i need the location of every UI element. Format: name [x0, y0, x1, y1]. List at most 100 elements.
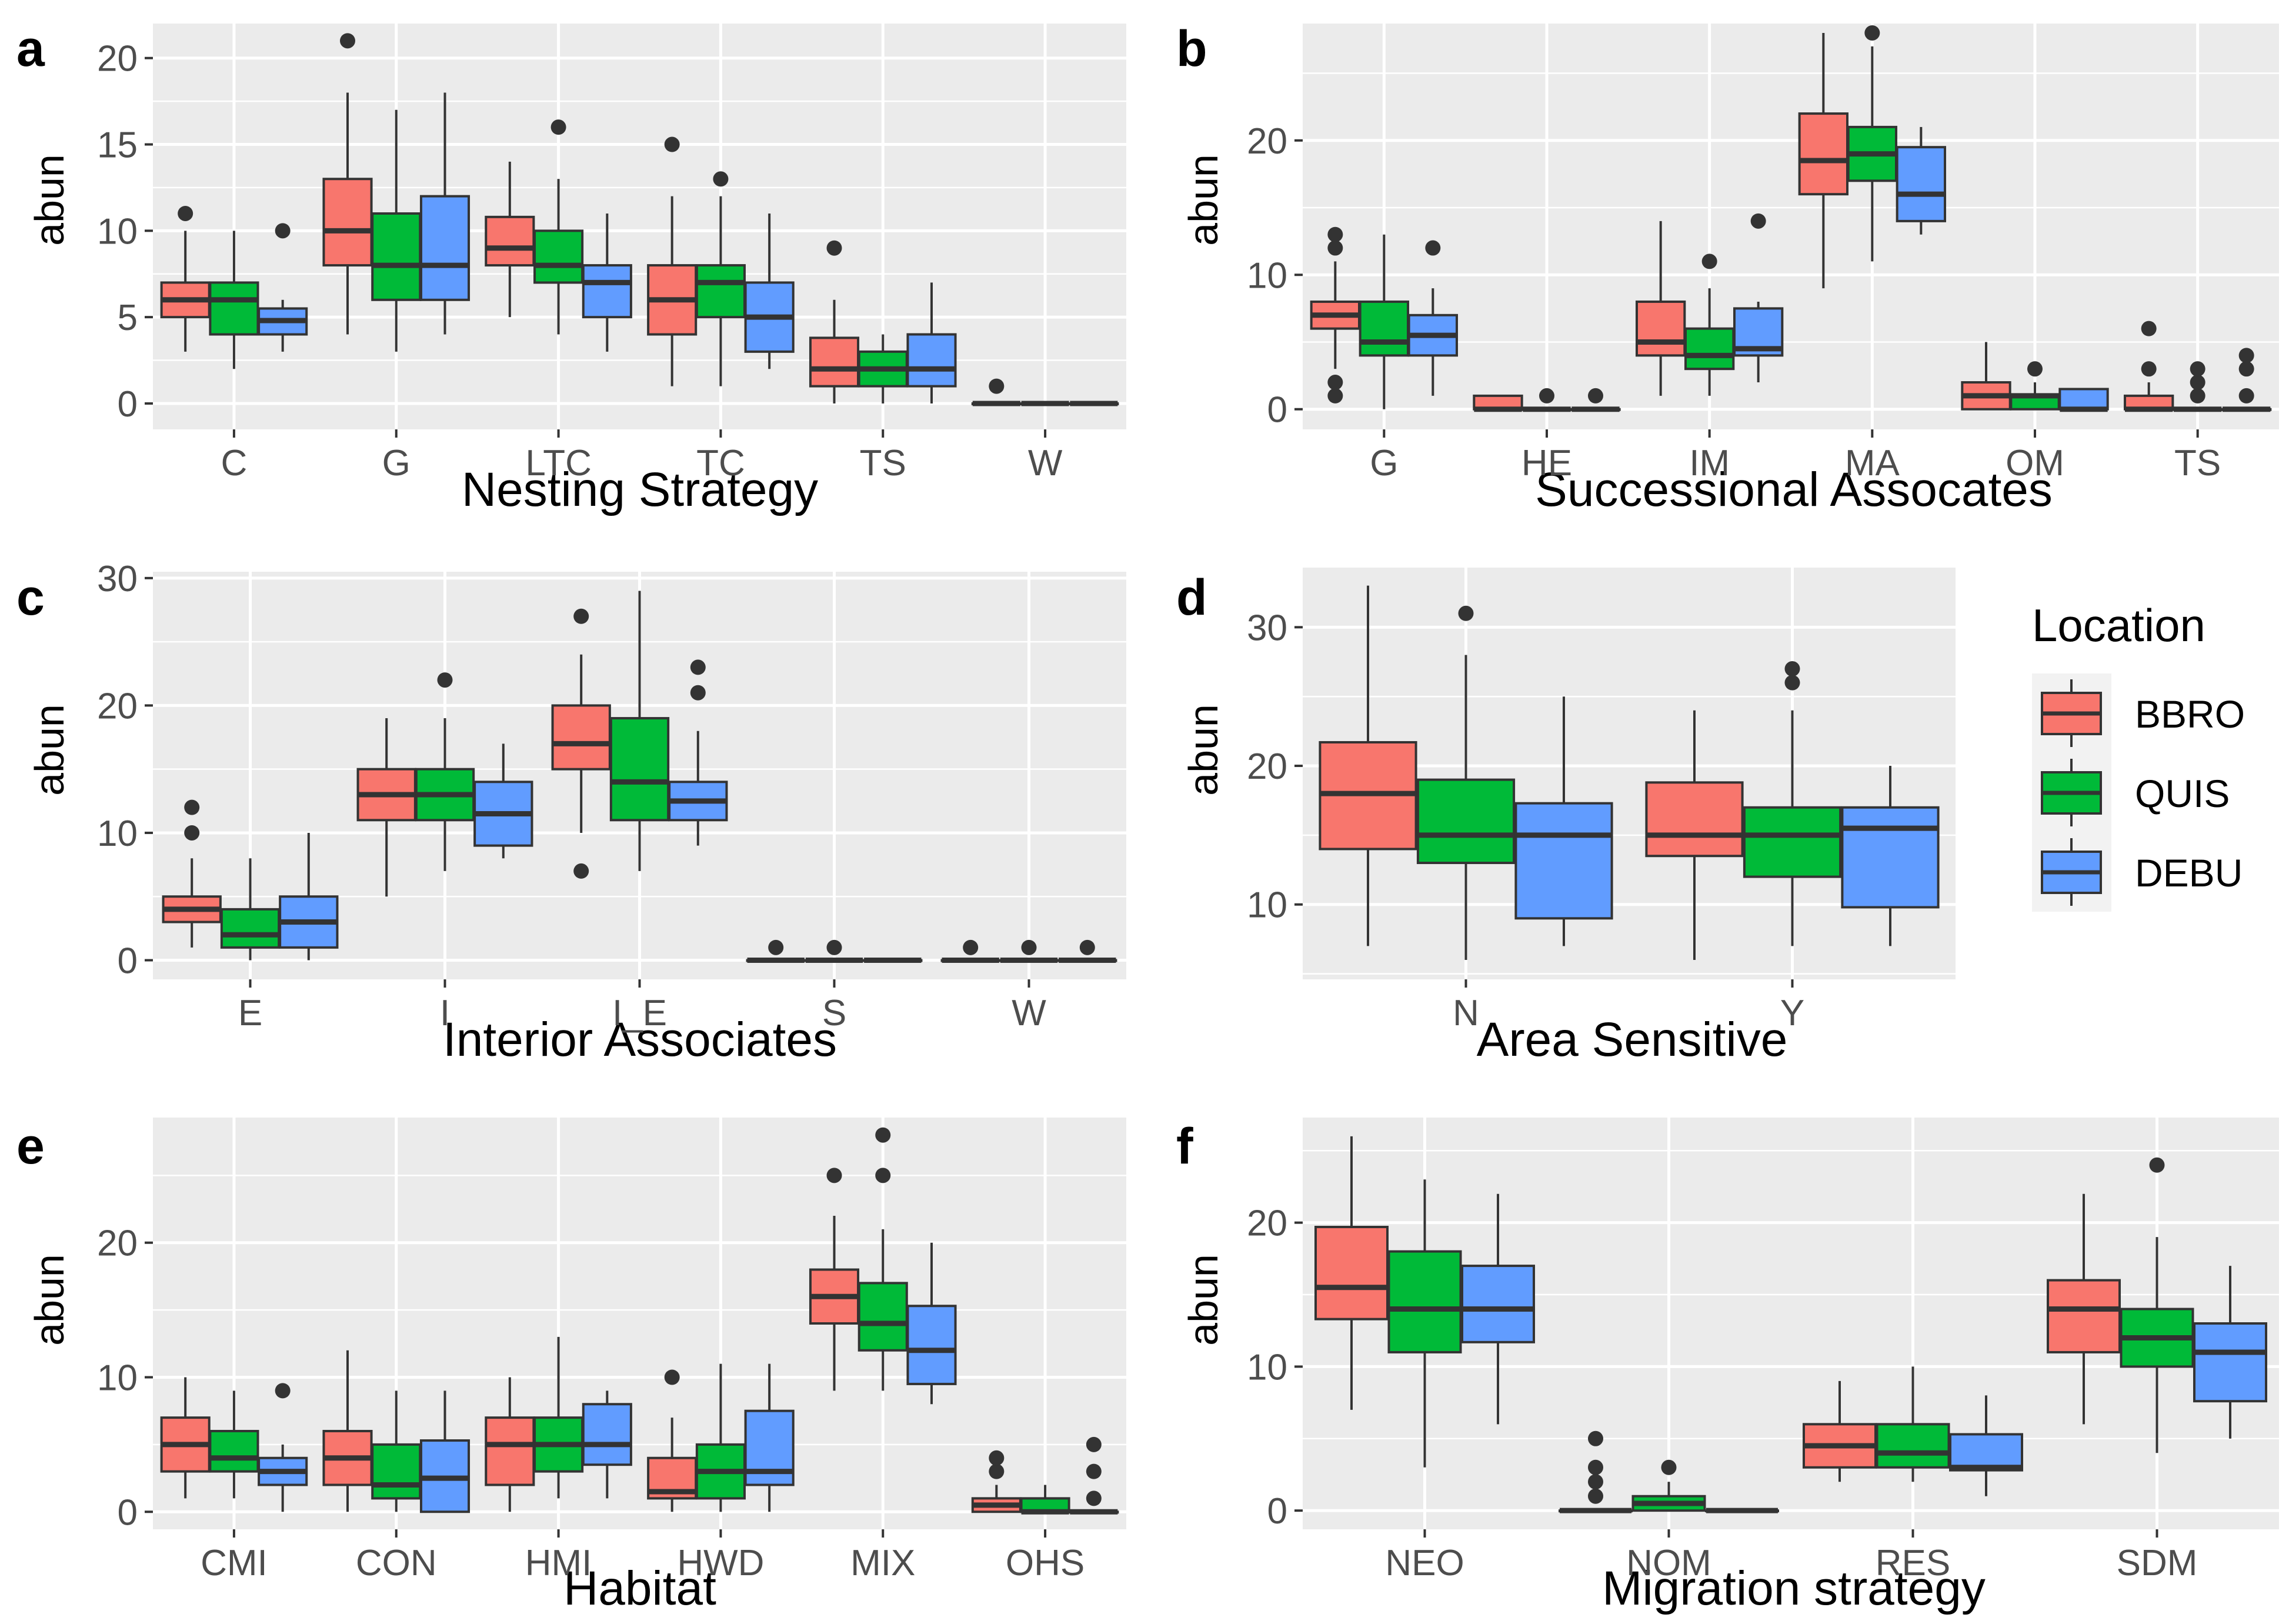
- y-tick-label-d: 10: [1247, 885, 1287, 926]
- outlier-point: [275, 1383, 291, 1399]
- outlier-point: [1086, 1490, 1102, 1506]
- box-e-hmi-quis: [533, 1336, 584, 1499]
- iqr-box: [1387, 1250, 1462, 1353]
- xlabel-b: Successional Assocates: [1535, 463, 2053, 516]
- box-c-s-bbro: [746, 939, 806, 963]
- outlier-point: [690, 685, 706, 701]
- box-c-i_e-debu: [668, 659, 728, 846]
- box-f-res-debu: [1948, 1395, 2024, 1496]
- iqr-box: [1635, 300, 1686, 357]
- y-tick-label-e: 20: [97, 1223, 138, 1264]
- xlabel-a: Nesting Strategy: [462, 463, 818, 516]
- box-a-c-quis: [209, 231, 259, 369]
- box-f-nom-quis: [1631, 1459, 1706, 1512]
- iqr-box: [1948, 1433, 2024, 1472]
- box-a-ltc-debu: [582, 213, 632, 352]
- outlier-point: [2238, 388, 2254, 404]
- outlier-point: [2027, 361, 2043, 377]
- box-e-con-bbro: [322, 1350, 373, 1512]
- x-tick-label-b-he: HE: [1521, 443, 1572, 483]
- outlier-point: [2238, 348, 2254, 364]
- outlier-point: [768, 939, 784, 955]
- x-tick-label-c-s: S: [822, 993, 846, 1033]
- outlier-point: [1327, 240, 1343, 256]
- iqr-box: [582, 1403, 632, 1466]
- box-a-w-bbro: [971, 378, 1022, 406]
- iqr-box: [1416, 778, 1516, 865]
- box-e-ohs-debu: [1069, 1436, 1119, 1515]
- y-tick-label-c: 30: [97, 559, 138, 599]
- box-c-e-quis: [220, 858, 281, 961]
- box-a-tc-quis: [695, 171, 746, 386]
- x-tick-label-a-tc: TC: [696, 443, 745, 483]
- box-e-cmi-quis: [209, 1390, 259, 1499]
- ylabel-f: abun: [1180, 1254, 1226, 1346]
- box-b-ma-debu: [1896, 126, 1947, 235]
- y-tick-label-f: 0: [1267, 1491, 1287, 1532]
- xlabel-f: Migration strategy: [1602, 1562, 1986, 1615]
- x-tick-label-e-mix: MIX: [850, 1543, 915, 1583]
- outlier-point: [178, 205, 193, 221]
- iqr-box: [533, 229, 584, 284]
- outlier-point: [1425, 240, 1441, 256]
- x-tick-label-e-hwd: HWD: [677, 1543, 764, 1583]
- box-a-g-bbro: [322, 33, 373, 335]
- ylabel-b: abun: [1180, 154, 1226, 246]
- outlier-point: [989, 1450, 1005, 1466]
- iqr-box: [1876, 1423, 1950, 1469]
- panel-a: a abun Nesting Strategy 0 5 10 15 20 C G LTC TC T…: [16, 21, 1126, 516]
- y-tick-label-c: 20: [97, 686, 138, 726]
- y-tick-label-a: 10: [97, 211, 138, 252]
- outlier-point: [1784, 675, 1800, 691]
- box-f-res-bbro: [1802, 1380, 1877, 1482]
- box-c-e-debu: [279, 832, 339, 961]
- box-c-i_e-quis: [609, 591, 670, 871]
- y-tick-label-a: 5: [118, 298, 138, 338]
- ylabel-a: abun: [26, 154, 72, 246]
- box-b-he-bbro: [1473, 394, 1523, 412]
- box-c-s-quis: [804, 939, 865, 963]
- iqr-box: [1896, 146, 1947, 222]
- x-tick-label-c-w: W: [1012, 993, 1046, 1033]
- box-a-tc-debu: [744, 213, 795, 369]
- x-tick-label-a-c: C: [221, 443, 248, 483]
- outlier-point: [1327, 375, 1343, 391]
- x-tick-label-f-res: RES: [1876, 1543, 1950, 1583]
- x-tick-label-d-y: Y: [1780, 993, 1804, 1033]
- x-tick-label-b-ma: MA: [1845, 443, 1900, 483]
- panel-label-a: a: [16, 21, 45, 77]
- x-tick-label-c-i_e: I_E: [612, 993, 667, 1033]
- legend-label-debu: DEBU: [2135, 851, 2243, 895]
- iqr-box: [809, 336, 860, 388]
- iqr-box: [1359, 300, 1410, 357]
- outlier-point: [2141, 361, 2157, 377]
- xlabel-c: Interior Associates: [443, 1013, 837, 1066]
- iqr-box: [419, 195, 471, 301]
- box-b-im-quis: [1684, 254, 1735, 396]
- iqr-box: [906, 333, 957, 388]
- outlier-point: [963, 939, 979, 955]
- box-e-mix-debu: [906, 1242, 957, 1405]
- x-tick-label-b-om: OM: [2006, 443, 2064, 483]
- outlier-point: [664, 1369, 680, 1385]
- box-b-om-debu: [2058, 388, 2109, 412]
- y-tick-label-f: 20: [1247, 1203, 1287, 1244]
- x-tick-label-b-g: G: [1370, 443, 1398, 483]
- outlier-point: [826, 240, 842, 256]
- iqr-box: [1514, 802, 1613, 920]
- xlabel-d: Area Sensitive: [1477, 1013, 1788, 1066]
- outlier-point: [573, 863, 589, 879]
- panel-d: d abun Area Sensitive 10 20 30 N Y: [1176, 568, 1956, 1066]
- outlier-point: [1327, 388, 1343, 404]
- box-e-ohs-quis: [1020, 1485, 1070, 1515]
- x-tick-label-f-neo: NEO: [1385, 1543, 1464, 1583]
- ylabel-c: abun: [26, 704, 72, 796]
- x-tick-label-b-im: IM: [1689, 443, 1730, 483]
- box-f-neo-bbro: [1314, 1136, 1389, 1410]
- iqr-box: [1684, 327, 1735, 371]
- box-b-he-debu: [1570, 388, 1621, 412]
- iqr-box: [322, 178, 373, 267]
- box-f-sdm-quis: [2120, 1157, 2194, 1453]
- box-c-w-debu: [1057, 939, 1117, 963]
- box-e-con-quis: [371, 1390, 422, 1512]
